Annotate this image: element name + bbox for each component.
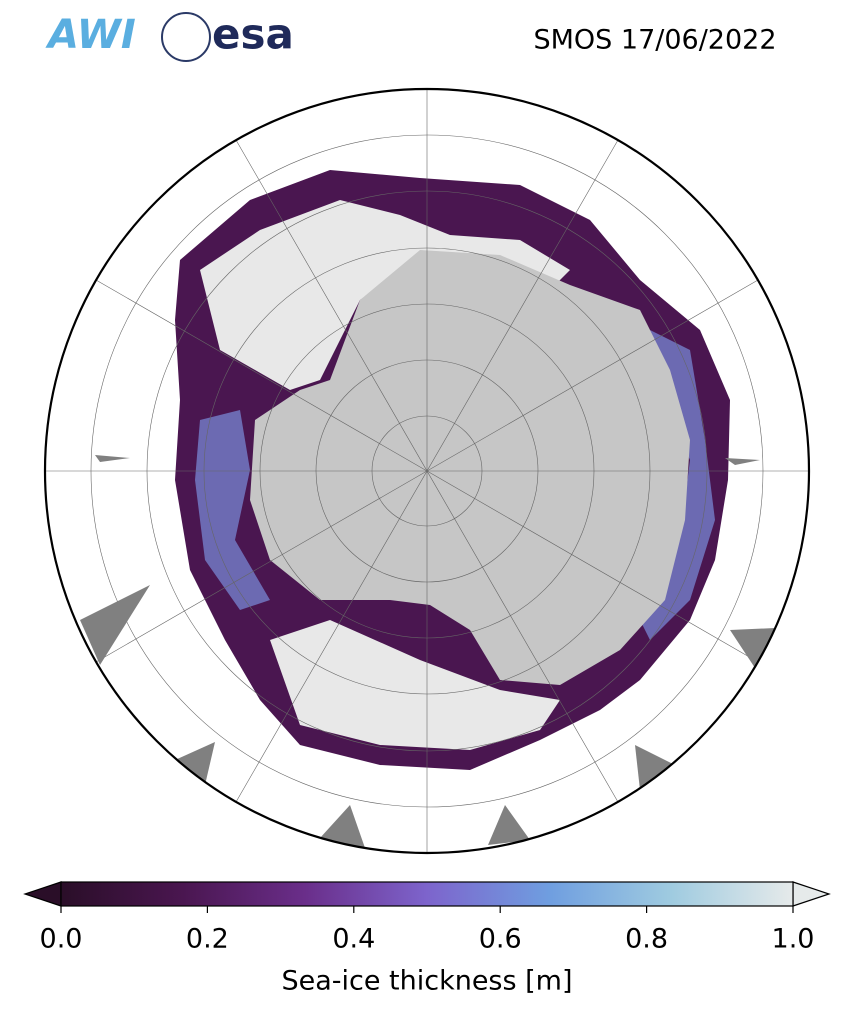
extend-low bbox=[23, 881, 62, 907]
awi-logo: AWI bbox=[45, 12, 136, 58]
antarctica bbox=[250, 250, 690, 685]
land-wedges bbox=[80, 455, 775, 848]
colorbar-tick-label: 0.4 bbox=[332, 924, 375, 955]
thin-ice bbox=[195, 410, 270, 610]
colorbar-tick-label: 0.6 bbox=[479, 924, 522, 955]
map-frame bbox=[43, 87, 811, 855]
colorbar-label: Sea-ice thickness [m] bbox=[281, 966, 572, 997]
thin-ice bbox=[640, 330, 715, 640]
esa-logo: esa bbox=[212, 10, 294, 59]
esa-logo-mark bbox=[161, 12, 211, 62]
title: SMOS 17/06/2022 bbox=[533, 25, 776, 56]
map bbox=[45, 89, 809, 853]
colorbar-tick-label: 0.8 bbox=[625, 924, 668, 955]
colorbar-gradient bbox=[60, 881, 794, 907]
graticule bbox=[45, 89, 809, 853]
thick-ice bbox=[270, 620, 560, 750]
colorbar-tick-label: 1.0 bbox=[772, 924, 815, 955]
colorbar: 0.0 0.2 0.4 0.6 0.8 1.0 bbox=[23, 881, 831, 955]
colorbar-tick-label: 0.2 bbox=[186, 924, 229, 955]
thick-ice bbox=[200, 200, 570, 390]
extend-high bbox=[792, 881, 831, 907]
colorbar-tick-label: 0.0 bbox=[40, 924, 83, 955]
